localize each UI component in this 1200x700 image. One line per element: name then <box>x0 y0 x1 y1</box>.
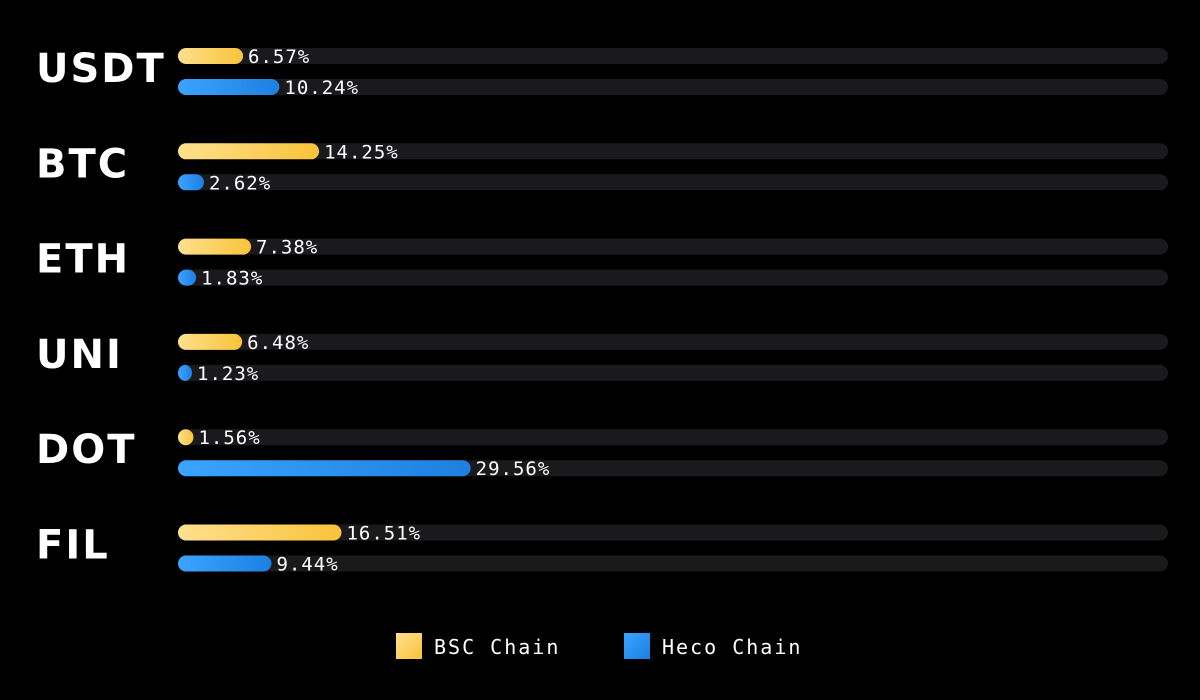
category-label: DOT <box>36 427 137 473</box>
legend: BSC Chain Heco Chain <box>396 633 802 659</box>
data-label: 16.51% <box>346 523 421 545</box>
bar-bsc <box>178 238 252 255</box>
category-group-btc: BTC 14.25% 2.62% <box>36 141 1168 194</box>
data-label: 9.44% <box>276 554 338 576</box>
category-group-dot: DOT 1.56% 29.56% <box>36 427 1168 480</box>
category-group-usdt: USDT 6.57% 10.24% <box>36 46 1168 99</box>
category-label: UNI <box>36 332 123 378</box>
data-label: 6.57% <box>248 46 310 68</box>
bar-bsc <box>178 333 243 350</box>
category-group-eth: ETH 7.38% 1.83% <box>36 237 1168 290</box>
data-label: 1.83% <box>201 268 263 290</box>
data-label: 7.38% <box>256 237 318 259</box>
data-label: 14.25% <box>324 141 399 163</box>
bar-track <box>178 238 1168 255</box>
data-label: 29.56% <box>476 458 551 480</box>
category-group-uni: UNI 6.48% 1.23% <box>36 332 1168 385</box>
plot-area: USDT 6.57% 10.24% BTC 14.25% 2.62% ETH 7.38% 1.8… <box>36 46 1168 576</box>
bar-bsc <box>178 524 342 541</box>
legend-swatch <box>396 633 422 659</box>
bar-heco <box>178 460 471 477</box>
bar-track <box>178 174 1168 191</box>
bar-track <box>178 555 1168 572</box>
legend-item-bsc: BSC Chain <box>396 633 560 659</box>
bar-heco <box>178 269 197 286</box>
bar-heco <box>178 174 204 191</box>
legend-item-heco: Heco Chain <box>624 633 802 659</box>
bar-heco <box>178 79 280 95</box>
bar-track <box>178 429 1168 446</box>
bar-track <box>178 364 1168 381</box>
legend-label: Heco Chain <box>662 635 802 659</box>
bar-bsc <box>178 429 194 446</box>
data-label: 10.24% <box>284 77 359 99</box>
category-label: USDT <box>36 46 166 92</box>
bar-track <box>178 333 1168 350</box>
category-group-fil: FIL 16.51% 9.44% <box>36 523 1168 576</box>
legend-swatch <box>624 633 650 659</box>
bar-heco <box>178 364 192 381</box>
data-label: 2.62% <box>209 172 271 194</box>
bar-bsc <box>178 48 244 64</box>
legend-label: BSC Chain <box>434 635 560 659</box>
category-label: ETH <box>36 237 130 283</box>
data-label: 6.48% <box>247 332 309 354</box>
bar-track <box>178 48 1168 64</box>
bar-track <box>178 79 1168 95</box>
category-label: FIL <box>36 523 110 569</box>
bar-track <box>178 143 1168 160</box>
data-label: 1.56% <box>198 427 260 449</box>
bar-track <box>178 524 1168 541</box>
bar-track <box>178 269 1168 286</box>
data-label: 1.23% <box>197 363 259 385</box>
bar-heco <box>178 555 272 572</box>
bar-bsc <box>178 143 320 160</box>
category-label: BTC <box>36 141 129 187</box>
